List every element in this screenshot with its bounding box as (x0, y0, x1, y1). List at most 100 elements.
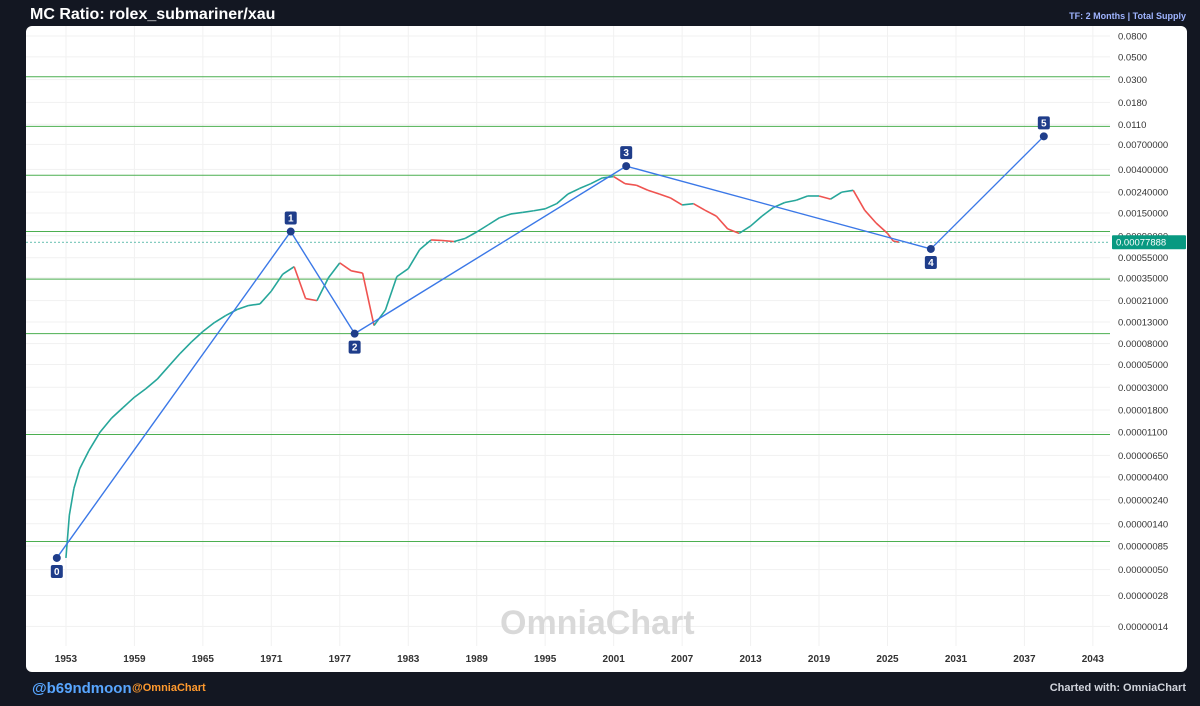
y-tick-label: 0.00000028 (1118, 591, 1168, 602)
price-segment (852, 189, 866, 211)
y-tick-label: 0.00003000 (1118, 383, 1168, 394)
y-tick-label: 0.00000140 (1118, 519, 1168, 530)
x-tick-label: 2013 (739, 654, 762, 665)
price-segment (464, 231, 478, 240)
price-segment (750, 215, 763, 227)
x-tick-label: 2007 (671, 654, 694, 665)
wave-point-5 (1039, 132, 1048, 141)
price-segment (522, 209, 534, 214)
footer-brand[interactable]: @OmniaChart (132, 682, 206, 694)
price-segment (682, 202, 694, 206)
price-segment (476, 224, 489, 233)
price-segment (419, 239, 432, 251)
wave-line (930, 135, 1045, 250)
x-tick-label: 1977 (329, 654, 352, 665)
price-segment (339, 262, 352, 272)
price-segment (351, 270, 363, 274)
x-tick-label: 1983 (397, 654, 420, 665)
price-segment (122, 396, 135, 409)
price-segment (647, 189, 660, 195)
y-tick-label: 0.0110 (1118, 120, 1146, 131)
chart-area[interactable]: 0.0800 0.0500 0.0300 0.0180 0.0110 0.00700000… (26, 26, 1187, 672)
price-segment (190, 330, 204, 343)
price-segment (213, 314, 227, 324)
current-price-label: 0.00077888 (1116, 238, 1166, 249)
wave-label-2: 2 (352, 343, 358, 354)
price-segment (715, 215, 729, 230)
y-tick-label: 0.00055000 (1118, 253, 1168, 264)
y-tick-label: 0.00700000 (1118, 140, 1168, 151)
x-tick-label: 1959 (123, 654, 146, 665)
price-segment (305, 297, 318, 302)
x-tick-label: 2043 (1082, 654, 1105, 665)
price-segment (248, 303, 261, 307)
wave-label-badge (284, 211, 297, 225)
price-segment (431, 239, 443, 242)
x-tick-label: 2037 (1013, 654, 1036, 665)
wave-line (290, 231, 356, 335)
y-tick-label: 0.00001800 (1118, 406, 1168, 417)
price-segment (830, 191, 843, 200)
price-segment (168, 352, 181, 367)
price-segment (579, 182, 592, 190)
price-segment (453, 237, 466, 243)
y-tick-label: 0.0800 (1118, 31, 1147, 42)
price-segment (407, 249, 421, 270)
price-segment (841, 189, 854, 193)
price-segment (795, 195, 808, 201)
wave-point-3 (622, 162, 631, 171)
x-tick-label: 1995 (534, 654, 557, 665)
price-segment (316, 277, 330, 301)
wave-point-2 (350, 329, 359, 338)
price-segment (259, 290, 272, 305)
y-tick-label: 0.00000085 (1118, 541, 1168, 552)
chart-title: MC Ratio: rolex_submariner/xau (30, 6, 276, 23)
timeframe-label: TF: 2 Months | Total Supply (1069, 11, 1186, 21)
x-tick-label: 1953 (55, 654, 78, 665)
footer-credit: Charted with: OmniaChart (1049, 682, 1186, 694)
price-segment (225, 308, 238, 317)
y-tick-label: 0.00000240 (1118, 495, 1168, 506)
price-segment (510, 211, 523, 215)
wave-label-badge (924, 255, 937, 269)
price-segment (396, 268, 409, 278)
price-segment (533, 208, 546, 212)
price-segment (236, 304, 249, 311)
y-tick-label: 0.00005000 (1118, 360, 1168, 371)
x-tick-label: 2031 (945, 654, 968, 665)
price-segment (78, 450, 90, 470)
price-segment (111, 407, 124, 419)
chart-svg[interactable]: 0.0800 0.0500 0.0300 0.0180 0.0110 0.00700000… (26, 26, 1187, 672)
wave-point-0 (52, 553, 61, 562)
price-segment (73, 468, 81, 489)
y-tick-label: 0.00000050 (1118, 565, 1168, 576)
price-segment (282, 265, 295, 275)
y-tick-label: 0.00000400 (1118, 473, 1168, 484)
y-tick-label: 0.00021000 (1118, 296, 1168, 307)
y-tick-label: 0.0500 (1118, 52, 1147, 63)
y-tick-label: 0.00400000 (1118, 165, 1168, 176)
price-segment (270, 273, 284, 292)
x-tick-label: 2019 (808, 654, 831, 665)
price-segment (88, 431, 101, 452)
footer-handle[interactable]: @b69ndmoon (32, 680, 132, 697)
y-tick-label: 0.00000650 (1118, 451, 1168, 462)
price-segment (893, 240, 900, 243)
wave-line (626, 165, 932, 250)
price-segment (636, 184, 649, 192)
wave-label-badge (1037, 116, 1050, 130)
wave-label-5: 5 (1041, 118, 1047, 129)
wave-label-1: 1 (288, 214, 294, 225)
y-tick-label: 0.00013000 (1118, 317, 1168, 328)
price-segment (156, 365, 170, 380)
price-segment (659, 193, 671, 199)
price-segment (624, 182, 637, 187)
price-segment (99, 417, 113, 433)
y-tick-label: 0.00008000 (1118, 339, 1168, 350)
price-segment (613, 175, 626, 185)
price-segment (442, 239, 454, 243)
x-tick-label: 2001 (603, 654, 626, 665)
price-segment (361, 272, 375, 326)
price-segment (761, 206, 774, 217)
x-tick-label: 2025 (876, 654, 899, 665)
